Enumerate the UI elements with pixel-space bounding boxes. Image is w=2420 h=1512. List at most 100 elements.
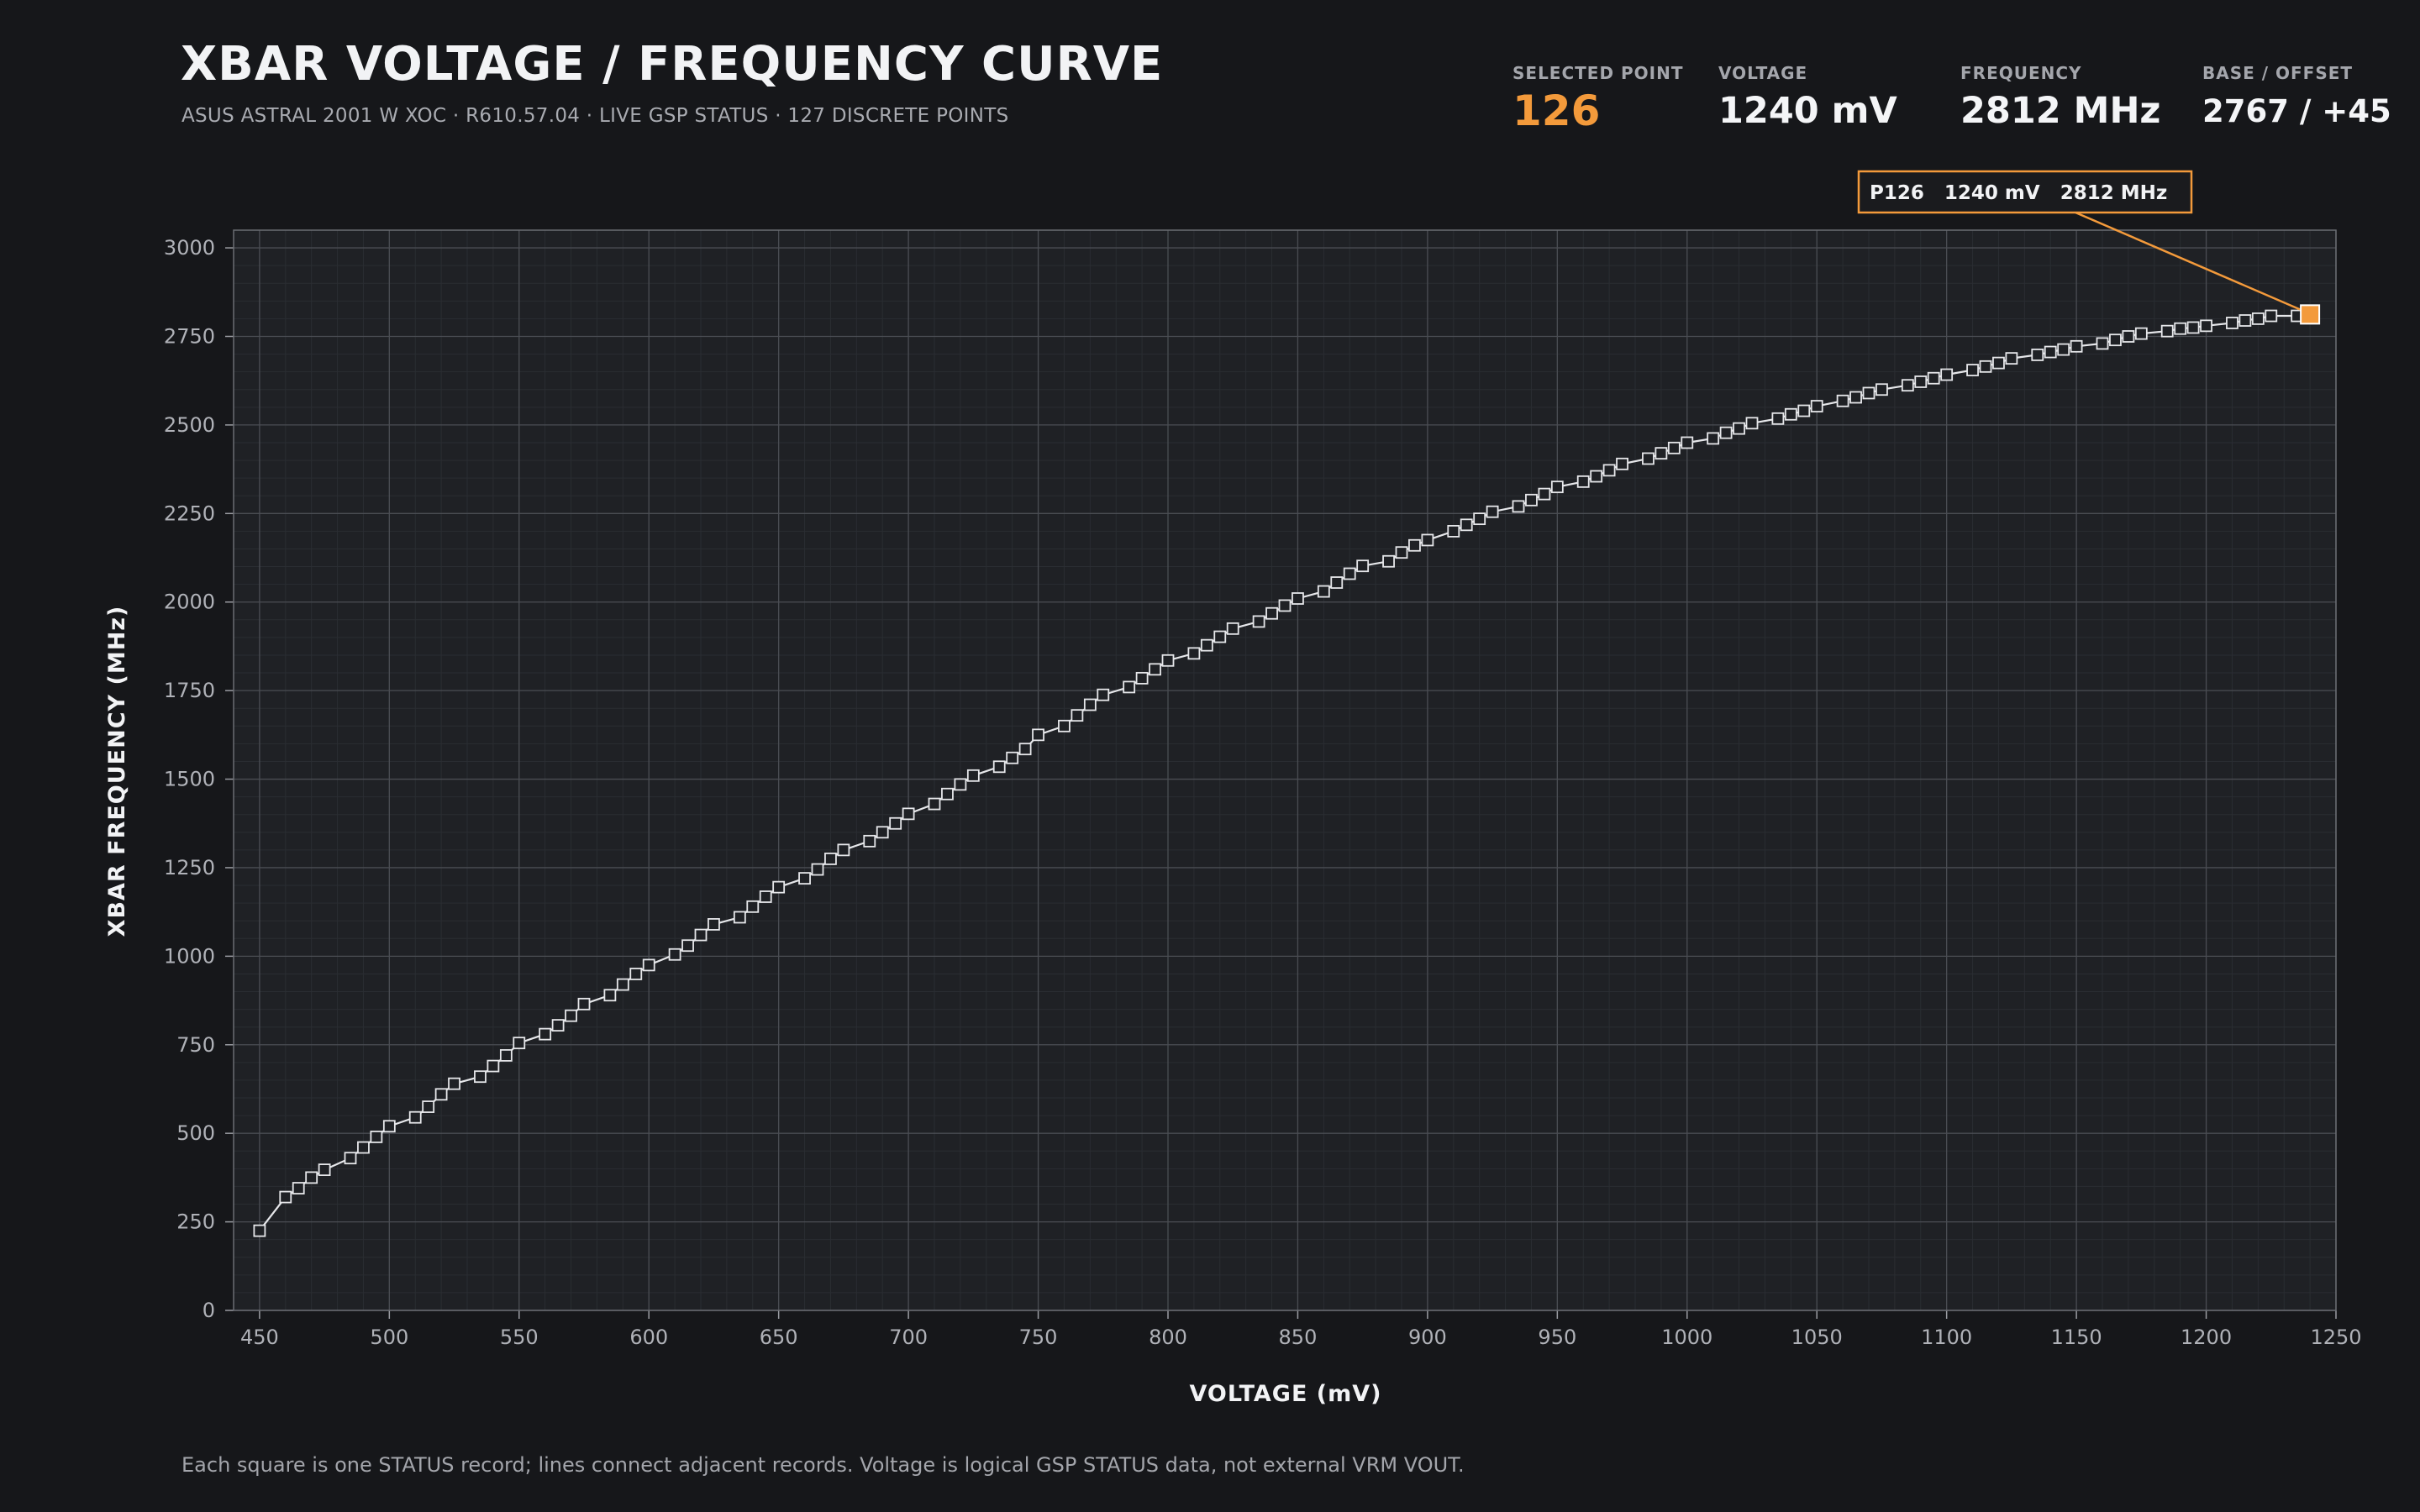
data-point [1745,417,1759,430]
data-point [448,1077,460,1090]
data-point [577,997,591,1011]
data-point [1862,386,1876,400]
data-point [1979,360,1992,373]
data-point [1849,391,1862,404]
data-point [1538,487,1551,501]
y-tick-label: 2500 [164,413,215,437]
stat-voltage-label: VOLTAGE [1718,63,1808,83]
data-point [1317,585,1330,598]
data-point [863,834,876,848]
y-tick-label: 0 [203,1299,215,1322]
x-tick-label: 1000 [1661,1326,1712,1349]
data-point [344,1152,357,1165]
data-point [305,1171,318,1184]
data-point [889,816,902,830]
data-point [772,880,786,894]
data-point [1733,422,1745,435]
data-point [2109,333,2122,347]
data-point [1473,512,1486,526]
x-tick-label: 600 [629,1326,668,1349]
x-tick-label: 450 [240,1326,279,1349]
data-point [902,807,915,821]
stat-selected-point-value: 126 [1512,87,1601,135]
data-point [837,843,850,857]
data-point [1914,375,1928,388]
plot-area [234,230,2336,1310]
data-point [733,911,746,924]
data-point [1123,680,1136,694]
y-tick-label: 750 [176,1033,215,1057]
data-point [2031,349,2044,361]
data-point [2238,314,2252,327]
data-point [1602,464,1616,477]
data-point [1707,432,1720,445]
data-point [1006,751,1019,764]
data-point [318,1163,331,1177]
data-point [1719,426,1733,439]
annotation-leader [2075,211,2301,311]
x-tick-label: 950 [1538,1326,1576,1349]
data-point [694,928,708,942]
data-point [1667,441,1681,454]
x-axis-label: VOLTAGE (mV) [1189,1381,1381,1407]
data-point [1576,475,1590,488]
annotation-label: P126 1240 mV 2812 MHz [1870,182,2167,204]
data-point [1032,728,1044,742]
data-point [1265,606,1278,620]
data-point [1161,654,1175,667]
data-point [1966,364,1979,376]
data-point [708,918,720,931]
stat-base-offset-label: BASE / OFFSET [2202,63,2354,83]
data-point [1071,709,1084,722]
data-point [1681,436,1694,449]
data-point [2134,327,2148,340]
data-point [513,1037,526,1050]
stat-selected-point: SELECTED POINT 126 [1512,63,1684,135]
data-point [2251,312,2265,325]
data-point [1356,559,1370,573]
y-tick-label: 1500 [164,768,215,791]
data-point [811,863,824,876]
footnote: Each square is one STATUS record; lines … [182,1453,1465,1477]
data-point [1512,500,1525,513]
data-point [1213,630,1227,643]
data-point [1447,524,1460,538]
data-point [2200,319,2212,333]
y-tick-label: 2750 [164,324,215,348]
data-point [642,958,655,972]
y-tick-label: 2000 [164,591,215,614]
data-point [876,826,889,839]
data-point [681,939,694,953]
data-point [824,853,837,865]
data-point [1992,356,2005,370]
data-point [1278,599,1292,612]
data-point [1836,394,1849,407]
stat-selected-point-label: SELECTED POINT [1512,63,1684,83]
x-tick-label: 700 [889,1326,928,1349]
data-point [1395,546,1408,559]
data-point [551,1019,565,1032]
annotation-box [1857,170,2193,214]
data-point [1771,412,1785,425]
stat-base-offset-value: 2767 / +45 [2202,93,2391,129]
y-tick-label: 3000 [164,236,215,260]
data-point [1097,688,1110,701]
data-point [539,1027,552,1041]
data-point [408,1110,422,1124]
x-tick-label: 1250 [2310,1326,2361,1349]
data-point [1901,379,1914,392]
data-point [1421,533,1434,547]
data-point [1252,615,1265,628]
stat-frequency: FREQUENCY 2812 MHz [1960,63,2160,132]
x-tick-label: 650 [760,1326,798,1349]
y-tick-label: 1000 [164,944,215,968]
data-point [1797,404,1811,417]
data-point [992,760,1006,774]
stat-voltage: VOLTAGE 1240 mV [1718,63,1897,132]
stat-frequency-label: FREQUENCY [1960,63,2082,83]
data-point [1343,567,1356,580]
data-point [1226,622,1239,635]
data-point [1927,371,1940,385]
data-point [759,890,772,903]
data-point [746,900,760,913]
